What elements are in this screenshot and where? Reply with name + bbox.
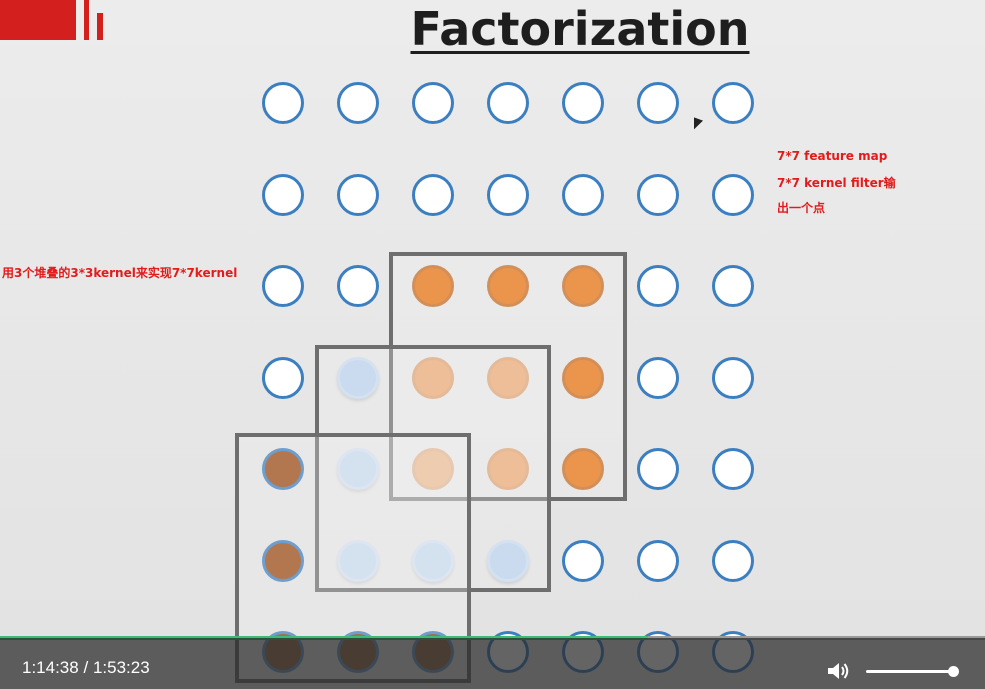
slide-title: Factorization (410, 2, 750, 56)
grid-circle (412, 265, 454, 307)
grid-circle (262, 539, 304, 582)
time-separator: / (83, 658, 89, 677)
player-controls: 1:14:38 / 1:53:23 (0, 638, 985, 689)
grid-circle (562, 265, 604, 307)
grid-circle (562, 448, 604, 490)
right-annotation-line2: 7*7 kernel filter输 (777, 176, 896, 190)
grid-circle (712, 265, 754, 307)
time-current: 1:14:38 (22, 658, 79, 677)
timecode: 1:14:38 / 1:53:23 (22, 658, 150, 678)
logo (0, 0, 110, 42)
grid-circle (712, 356, 754, 399)
grid-circle (487, 448, 529, 490)
grid-circle (487, 539, 529, 582)
grid-circle (412, 539, 454, 582)
grid-circle (637, 82, 679, 124)
volume-knob[interactable] (948, 666, 960, 677)
grid-circle (262, 448, 304, 490)
grid-circle (637, 356, 679, 399)
grid-circle (262, 265, 304, 307)
grid-circle (562, 539, 604, 582)
grid-circle (262, 173, 304, 216)
grid-circle (637, 448, 679, 490)
grid-circle (337, 82, 379, 124)
right-annotation-line1: 7*7 feature map (777, 149, 888, 163)
speaker-icon[interactable] (826, 660, 852, 682)
grid-circle (337, 356, 379, 399)
time-total: 1:53:23 (92, 658, 150, 677)
grid-circle (562, 356, 604, 399)
grid-circle (562, 173, 604, 216)
right-annotation-line3: 出一个点 (777, 201, 826, 215)
grid-circle (487, 265, 529, 307)
grid-circle (712, 82, 754, 124)
grid-circle (637, 173, 679, 216)
kernel-box-top (389, 252, 627, 501)
grid-circle (337, 173, 379, 216)
grid-circle (712, 173, 754, 216)
grid-circle (487, 173, 529, 216)
grid-circle (412, 82, 454, 124)
grid-circle (637, 265, 679, 307)
grid-circle (487, 82, 529, 124)
grid-circle (412, 173, 454, 216)
grid-circle (262, 356, 304, 399)
left-annotation: 用3个堆叠的3*3kernel来实现7*7kernel (2, 266, 238, 280)
grid-circle (262, 82, 304, 124)
grid-circle (487, 356, 529, 399)
grid-circle (637, 539, 679, 582)
volume-slider[interactable] (866, 666, 960, 677)
grid-circle (337, 448, 379, 490)
grid-circle (712, 448, 754, 490)
grid-circle (562, 82, 604, 124)
grid-circle (412, 448, 454, 490)
kernel-box-middle (315, 345, 551, 592)
grid-circle (412, 356, 454, 399)
grid-circle (337, 265, 379, 307)
grid-circle (712, 539, 754, 582)
grid-circle (337, 539, 379, 582)
